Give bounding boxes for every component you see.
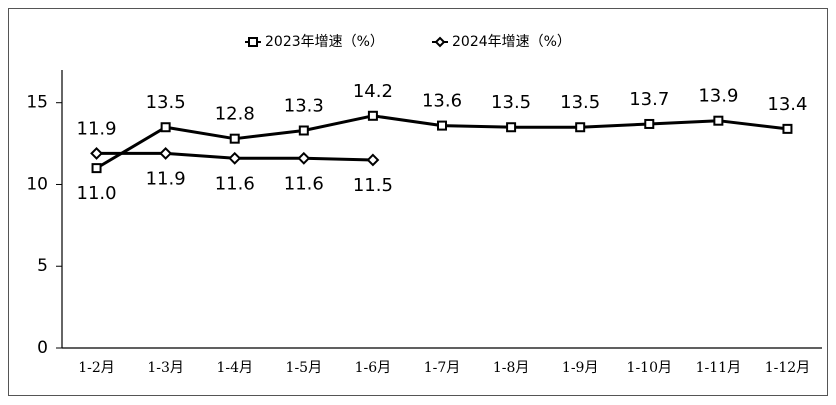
x-tick-label: 1-9月 (562, 360, 599, 376)
marker-square (782, 123, 793, 134)
marker-square (713, 115, 724, 126)
y-tick-label: 10 (26, 174, 48, 194)
marker-diamond (159, 146, 173, 160)
marker-diamond (228, 151, 242, 165)
marker-diamond (90, 146, 103, 160)
legend-label: 2024年增速（%） (452, 34, 571, 50)
data-label: 11.5 (353, 175, 393, 196)
data-label: 13.5 (560, 92, 600, 113)
data-label: 11.9 (77, 118, 117, 139)
legend-marker (434, 36, 446, 48)
data-label: 12.8 (215, 104, 255, 125)
x-tick-label: 1-12月 (765, 360, 810, 376)
marker-square (644, 118, 655, 129)
marker-square (506, 122, 517, 133)
x-tick-label: 1-5月 (286, 360, 323, 376)
data-label: 11.0 (77, 183, 117, 204)
data-label: 11.6 (215, 173, 255, 194)
y-tick-label: 5 (37, 256, 48, 276)
data-label: 13.6 (422, 91, 462, 112)
x-tick-label: 1-11月 (696, 360, 741, 376)
marker-square (575, 122, 586, 133)
chart-frame (8, 8, 828, 396)
y-tick-label: 0 (37, 338, 48, 358)
data-label: 13.3 (284, 96, 324, 117)
data-label: 13.9 (698, 86, 738, 107)
legend-marker (248, 37, 258, 47)
marker-square (160, 122, 171, 133)
legend-label: 2023年增速（%） (265, 34, 384, 50)
marker-square (298, 125, 309, 136)
marker-diamond (297, 151, 311, 165)
x-tick-label: 1-6月 (355, 360, 392, 376)
x-tick-label: 1-8月 (493, 360, 530, 376)
y-tick-label: 15 (26, 93, 48, 113)
data-label: 11.9 (146, 168, 186, 189)
data-label: 14.2 (353, 81, 393, 102)
marker-diamond (366, 153, 380, 167)
x-tick-label: 1-7月 (424, 360, 461, 376)
marker-square (91, 163, 102, 174)
data-label: 13.5 (491, 92, 531, 113)
x-tick-label: 1-2月 (78, 360, 115, 376)
data-label: 13.5 (146, 92, 186, 113)
x-tick-label: 1-10月 (627, 360, 672, 376)
marker-square (367, 110, 378, 121)
marker-square (229, 133, 240, 144)
x-tick-label: 1-4月 (216, 360, 253, 376)
data-label: 13.4 (767, 94, 807, 115)
marker-square (437, 120, 447, 131)
data-label: 13.7 (629, 89, 669, 110)
x-tick-label: 1-3月 (147, 360, 184, 376)
data-label: 11.6 (284, 173, 324, 194)
